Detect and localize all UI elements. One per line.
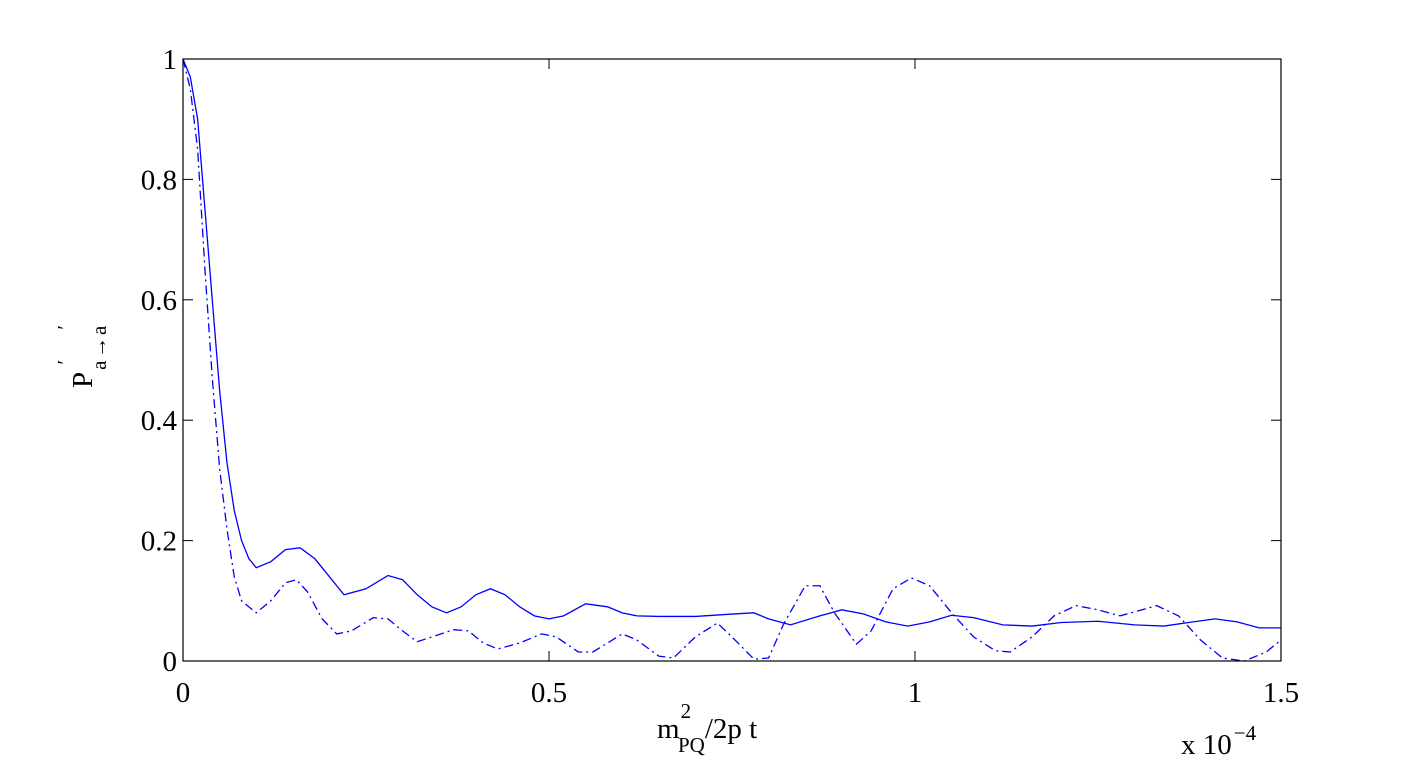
x-tick-label: 1.5: [1263, 677, 1299, 709]
y-label-sub1: a: [87, 360, 111, 370]
y-tick-label: 0.2: [141, 526, 177, 558]
x-label-base: m: [657, 713, 680, 745]
y-tick-label: 0.6: [141, 285, 177, 317]
y-tick-label: 0: [163, 646, 178, 678]
y-label-prime2: ′: [53, 325, 77, 330]
x-label-sup: 2: [681, 699, 692, 723]
y-axis-label: Pa ′ → a ′: [53, 325, 111, 388]
y-tick-label: 0.8: [141, 164, 177, 196]
x-multiplier: x 10−4: [1181, 721, 1257, 761]
line-series: [182, 58, 1281, 629]
x-tick-label: 0: [176, 677, 191, 709]
x-tick-label: 0.5: [531, 677, 567, 709]
multiplier-base: x 10: [1181, 729, 1232, 761]
y-label-arrow: →: [87, 337, 111, 358]
axes-box: [182, 58, 1282, 662]
y-label-base: P: [67, 372, 99, 388]
multiplier-exp: −4: [1234, 721, 1257, 745]
y-label-text: Pa ′ → a ′: [53, 325, 111, 388]
y-label-prime1: ′: [53, 360, 77, 365]
y-tick-label: 1: [163, 44, 178, 76]
x-axis-label: m2 PQ/2p t: [657, 699, 757, 757]
x-tick-label: 1: [908, 677, 923, 709]
x-label-sub: PQ: [678, 733, 705, 757]
line-series: [182, 58, 1282, 662]
y-label-sub2: a: [87, 325, 111, 335]
x-label-rest: /2p t: [705, 713, 757, 745]
y-tick-label: 0.4: [141, 405, 178, 437]
